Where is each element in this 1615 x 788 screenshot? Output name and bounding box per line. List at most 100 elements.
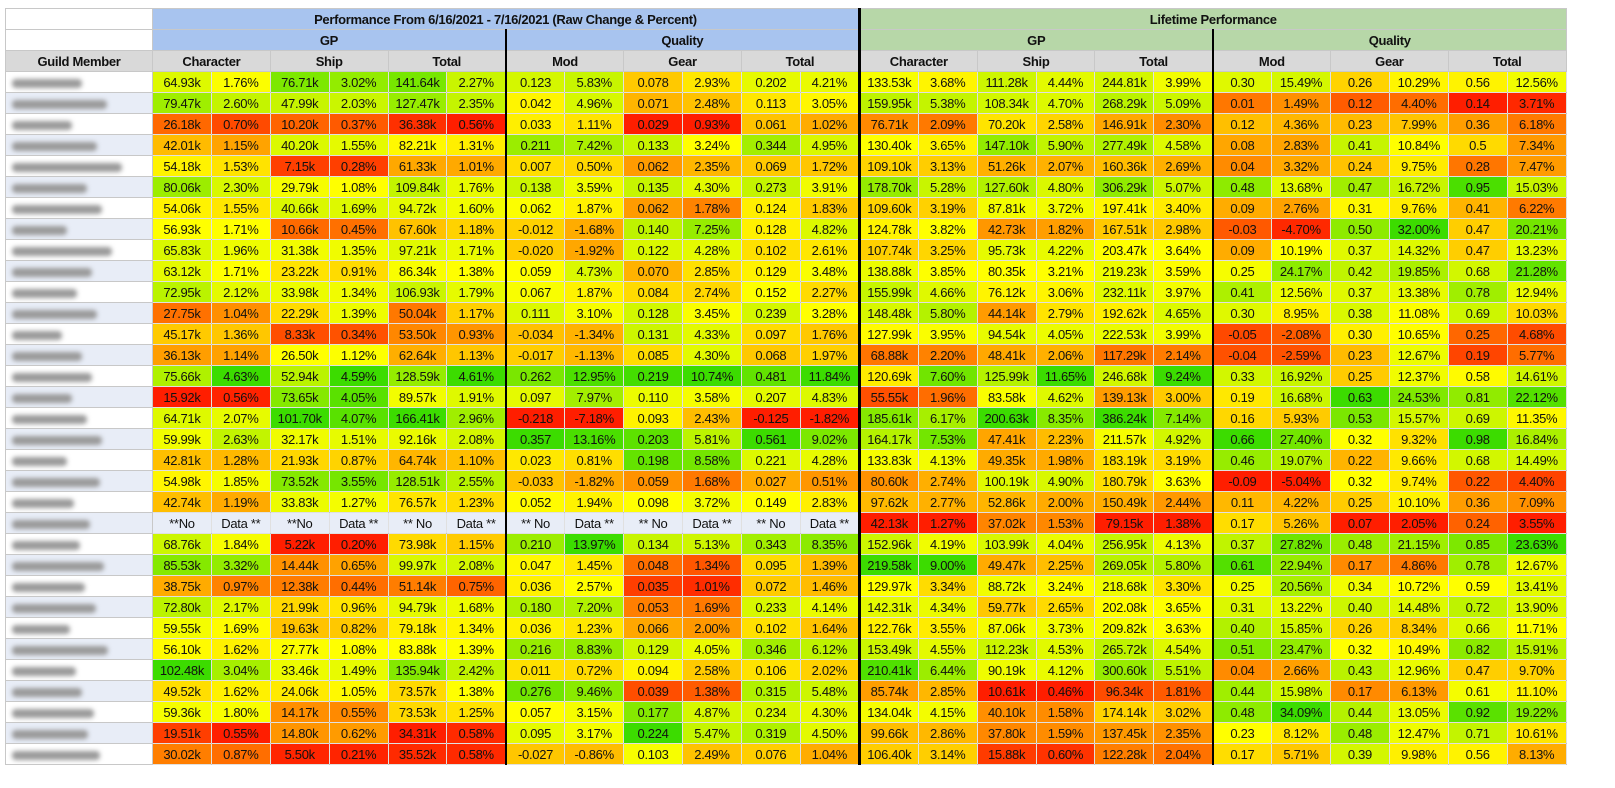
value-cell[interactable]: 0.40: [1211, 617, 1273, 639]
value-cell[interactable]: 0.315: [740, 680, 801, 702]
percent-cell[interactable]: 15.57%: [1388, 407, 1449, 429]
value-cell[interactable]: 0.561: [740, 428, 801, 450]
percent-cell[interactable]: 9.32%: [1388, 428, 1449, 450]
percent-cell[interactable]: 4.07%: [328, 407, 389, 429]
value-cell[interactable]: 88.72k: [976, 575, 1037, 597]
percent-cell[interactable]: 0.72%: [564, 659, 625, 681]
value-cell[interactable]: 167.51k: [1094, 218, 1155, 240]
value-cell[interactable]: 36.13k: [152, 344, 212, 366]
percent-cell[interactable]: 4.90%: [1035, 470, 1096, 492]
percent-cell[interactable]: 7.20%: [564, 596, 625, 618]
percent-cell[interactable]: 2.77%: [917, 491, 978, 513]
percent-cell[interactable]: 7.99%: [1388, 113, 1449, 135]
value-cell[interactable]: 128.51k: [387, 470, 448, 492]
percent-cell[interactable]: 1.60%: [446, 197, 507, 219]
percent-cell[interactable]: 1.15%: [210, 134, 271, 156]
percent-cell[interactable]: 2.76%: [1271, 197, 1331, 219]
percent-cell[interactable]: 1.04%: [799, 743, 860, 765]
corner-cell-2[interactable]: [5, 29, 153, 51]
percent-cell[interactable]: 1.82%: [1035, 218, 1096, 240]
value-cell[interactable]: -0.125: [740, 407, 801, 429]
percent-cell[interactable]: 1.79%: [446, 281, 507, 303]
percent-cell[interactable]: 1.25%: [446, 701, 507, 723]
value-cell[interactable]: 40.66k: [269, 197, 330, 219]
value-cell[interactable]: 0.102: [740, 239, 801, 261]
percent-cell[interactable]: 4.30%: [682, 344, 742, 366]
value-cell[interactable]: 130.40k: [857, 134, 919, 156]
percent-cell[interactable]: 3.24%: [1035, 575, 1096, 597]
value-cell[interactable]: 180.79k: [1094, 470, 1155, 492]
guild-member-name[interactable]: [5, 260, 153, 282]
percent-cell[interactable]: 0.20%: [328, 533, 389, 555]
percent-cell[interactable]: 9.46%: [564, 680, 625, 702]
value-cell[interactable]: 159.95k: [857, 92, 919, 114]
value-cell[interactable]: 129.97k: [857, 575, 919, 597]
value-cell[interactable]: 0.068: [740, 344, 801, 366]
guild-member-name[interactable]: [5, 344, 153, 366]
value-cell[interactable]: 148.48k: [857, 302, 919, 324]
value-cell[interactable]: 106.40k: [857, 743, 919, 765]
percent-cell[interactable]: 11.65%: [1035, 365, 1096, 387]
value-cell[interactable]: 0.56: [1447, 743, 1508, 765]
value-cell[interactable]: 0.128: [740, 218, 801, 240]
percent-cell[interactable]: 0.28%: [328, 155, 389, 177]
value-cell[interactable]: 0.346: [740, 638, 801, 660]
value-cell[interactable]: 0.131: [623, 323, 684, 345]
value-cell[interactable]: 0.25: [1447, 323, 1508, 345]
column-header-ship-period[interactable]: Ship: [269, 50, 389, 72]
percent-cell[interactable]: 5.13%: [682, 533, 742, 555]
percent-cell[interactable]: 12.56%: [1271, 281, 1331, 303]
value-cell[interactable]: 49.47k: [976, 554, 1037, 576]
value-cell[interactable]: 0.011: [504, 659, 566, 681]
percent-cell[interactable]: 34.09%: [1271, 701, 1331, 723]
percent-cell[interactable]: 1.96%: [917, 386, 978, 408]
value-cell[interactable]: 117.29k: [1094, 344, 1155, 366]
lifetime-quality-header[interactable]: Quality: [1211, 29, 1567, 51]
value-cell[interactable]: 128.59k: [387, 365, 448, 387]
percent-cell[interactable]: 3.34%: [917, 575, 978, 597]
value-cell[interactable]: 0.113: [740, 92, 801, 114]
percent-cell[interactable]: 3.02%: [328, 71, 389, 93]
value-cell[interactable]: 32.17k: [269, 428, 330, 450]
percent-cell[interactable]: 1.23%: [446, 491, 507, 513]
percent-cell[interactable]: 24.17%: [1271, 260, 1331, 282]
percent-cell[interactable]: 3.91%: [799, 176, 860, 198]
percent-cell[interactable]: 0.97%: [210, 575, 271, 597]
percent-cell[interactable]: 11.10%: [1506, 680, 1567, 702]
guild-member-name[interactable]: [5, 176, 153, 198]
percent-cell[interactable]: 7.09%: [1506, 491, 1567, 513]
guild-member-name[interactable]: [5, 197, 153, 219]
value-cell[interactable]: 0.69: [1447, 302, 1508, 324]
percent-cell[interactable]: 2.83%: [799, 491, 860, 513]
percent-cell[interactable]: 2.35%: [1153, 722, 1214, 744]
percent-cell[interactable]: 0.50%: [564, 155, 625, 177]
percent-cell[interactable]: 21.28%: [1506, 260, 1567, 282]
value-cell[interactable]: 56.93k: [152, 218, 212, 240]
percent-cell[interactable]: 2.06%: [1035, 344, 1096, 366]
guild-member-name[interactable]: [5, 617, 153, 639]
percent-cell[interactable]: 1.53%: [210, 155, 271, 177]
percent-cell[interactable]: 2.60%: [210, 92, 271, 114]
value-cell[interactable]: 0.203: [623, 428, 684, 450]
percent-cell[interactable]: 2.93%: [682, 71, 742, 93]
percent-cell[interactable]: 3.55%: [1506, 512, 1567, 534]
value-cell[interactable]: 0.094: [623, 659, 684, 681]
value-cell[interactable]: 68.88k: [857, 344, 919, 366]
value-cell[interactable]: 0.68: [1447, 449, 1508, 471]
value-cell[interactable]: 0.102: [740, 617, 801, 639]
percent-cell[interactable]: 4.40%: [1506, 470, 1567, 492]
percent-cell[interactable]: 4.19%: [917, 533, 978, 555]
value-cell[interactable]: 109.60k: [857, 197, 919, 219]
value-cell[interactable]: 102.48k: [152, 659, 212, 681]
percent-cell[interactable]: 4.53%: [1035, 638, 1096, 660]
percent-cell[interactable]: 1.49%: [1271, 92, 1331, 114]
guild-member-name[interactable]: [5, 491, 153, 513]
percent-cell[interactable]: 1.13%: [446, 344, 507, 366]
value-cell[interactable]: 122.76k: [857, 617, 919, 639]
value-cell[interactable]: 0.22: [1447, 470, 1508, 492]
value-cell[interactable]: 64.74k: [387, 449, 448, 471]
guild-member-header[interactable]: Guild Member: [5, 50, 153, 72]
value-cell[interactable]: ** No: [387, 512, 448, 534]
value-cell[interactable]: 0.067: [504, 281, 566, 303]
value-cell[interactable]: 0.062: [623, 197, 684, 219]
